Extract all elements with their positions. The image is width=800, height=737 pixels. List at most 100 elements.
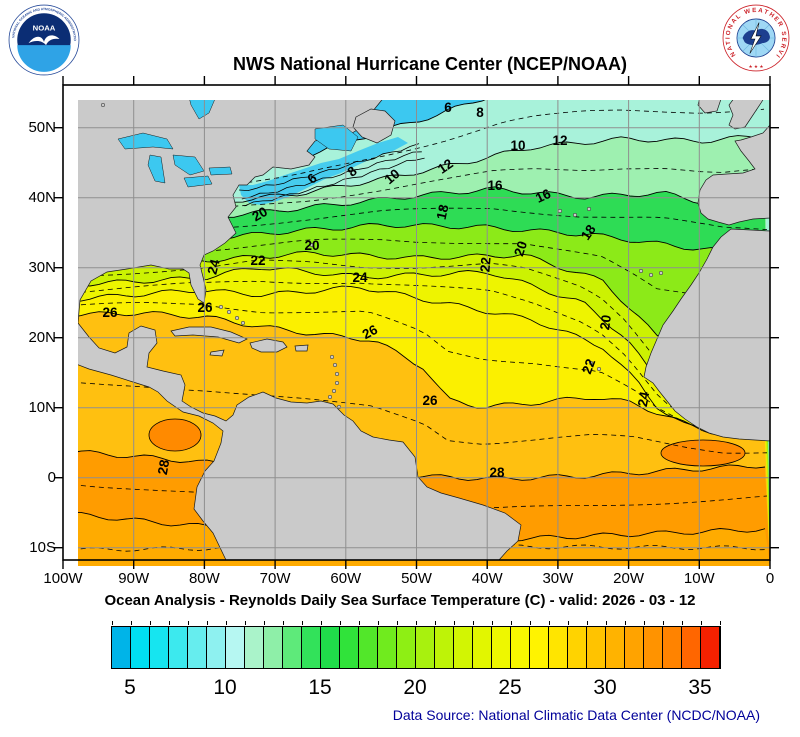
x-axis-label: 0 [765,570,775,587]
x-axis-label: 20W [613,570,645,587]
colorbar-cell [416,627,435,668]
island [588,360,594,366]
y-axis-label: 50N [28,118,56,136]
island [332,362,338,368]
colorbar-cell [587,627,606,668]
colorbar-cell [264,627,283,668]
island [100,102,106,108]
colorbar-cell [644,627,663,668]
colorbar-tick [435,621,436,625]
island [331,388,337,394]
island [638,268,644,274]
contour-label: 16 [533,186,553,206]
colorbar-cell [245,627,264,668]
colorbar-label: 30 [593,676,617,699]
colorbar-cell [340,627,359,668]
contour-label: 12 [552,133,567,148]
colorbar-cell [454,627,473,668]
colorbar-cell [568,627,587,668]
x-axis-label: 60W [330,570,362,587]
colorbar-cell [492,627,511,668]
island [557,208,563,214]
noaa-gull-icon [28,35,60,46]
x-axis-label: 30W [542,570,574,587]
contour-label: 20 [304,238,319,253]
water-hudson-bay [189,100,215,120]
map-caption: Ocean Analysis - Reynolds Daily Sea Surf… [104,592,696,609]
contour-label: 20 [249,204,270,225]
colorbar-tick [150,621,151,625]
colorbar-cell [663,627,682,668]
colorbar-cell [378,627,397,668]
colorbar-tick [245,621,246,625]
land-europe [697,124,771,226]
contour-label: 8 [476,105,484,120]
colorbar-cell [701,627,720,668]
colorbar-tick [340,621,341,625]
colorbar-cell [283,627,302,668]
svg-text:★ ★ ★: ★ ★ ★ [748,64,763,69]
colorbar-tick [720,621,721,625]
colorbar-cell [435,627,454,668]
colorbar-cell [549,627,568,668]
contour-label: 22 [250,253,265,268]
contour-label: 24 [205,257,223,276]
contour-label: 26 [360,322,381,343]
colorbar-tick [549,621,550,625]
colorbar-cell [226,627,245,668]
colorbar-cell [511,627,530,668]
island [596,366,602,372]
colorbar-tick [606,621,607,625]
colorbar-tick [397,621,398,625]
colorbar-tick [188,621,189,625]
warm-core-guinea [660,439,746,467]
water-lake-huron [172,154,205,176]
contour-label: 20 [511,239,530,258]
isotherm-dashed [78,280,768,424]
colorbar-cell [169,627,188,668]
x-axis-label: 40W [471,570,503,587]
colorbar-tick [644,621,645,625]
island [648,272,654,278]
y-axis-label: 20N [28,328,56,346]
colorbar-tick [378,621,379,625]
colorbar-cell [530,627,549,668]
colorbar-tick [568,621,569,625]
colorbar-cell [188,627,207,668]
water-lake-superior [117,132,174,150]
gulf-stream-isotherm [241,151,422,200]
colorbar-cell [606,627,625,668]
colorbar-label: 15 [308,676,332,699]
water-gulf-st-lawrence [314,124,359,152]
contour-label: 26 [197,300,213,315]
contour-label: 18 [434,203,452,221]
land-newfoundland [352,108,396,144]
data-source: Data Source: National Climatic Data Cent… [392,707,760,723]
land-hispaniola [249,338,288,353]
colorbar-cell [131,627,150,668]
colorbar-tick [473,621,474,625]
island [336,404,342,410]
warm-core-pacific [148,418,202,452]
colorbar-tick [416,621,417,625]
colorbar-label: 10 [213,676,237,699]
colorbar-tick [359,621,360,625]
colorbar-cell [359,627,378,668]
y-axis-label: 10S [29,538,56,556]
y-axis-label: 10N [28,398,56,416]
colorbar-tick [454,621,455,625]
island [218,304,224,310]
colorbar-tick [701,621,702,625]
colorbar-cell [150,627,169,668]
contour-label: 28 [489,465,505,480]
isotherm-dashed [78,301,768,437]
island [309,242,315,248]
colorbar-tick [207,621,208,625]
island [658,270,664,276]
colorbar-tick [264,621,265,625]
isotherm-dashed [78,259,768,381]
island [334,380,340,386]
isotherm-dashed [202,108,765,191]
